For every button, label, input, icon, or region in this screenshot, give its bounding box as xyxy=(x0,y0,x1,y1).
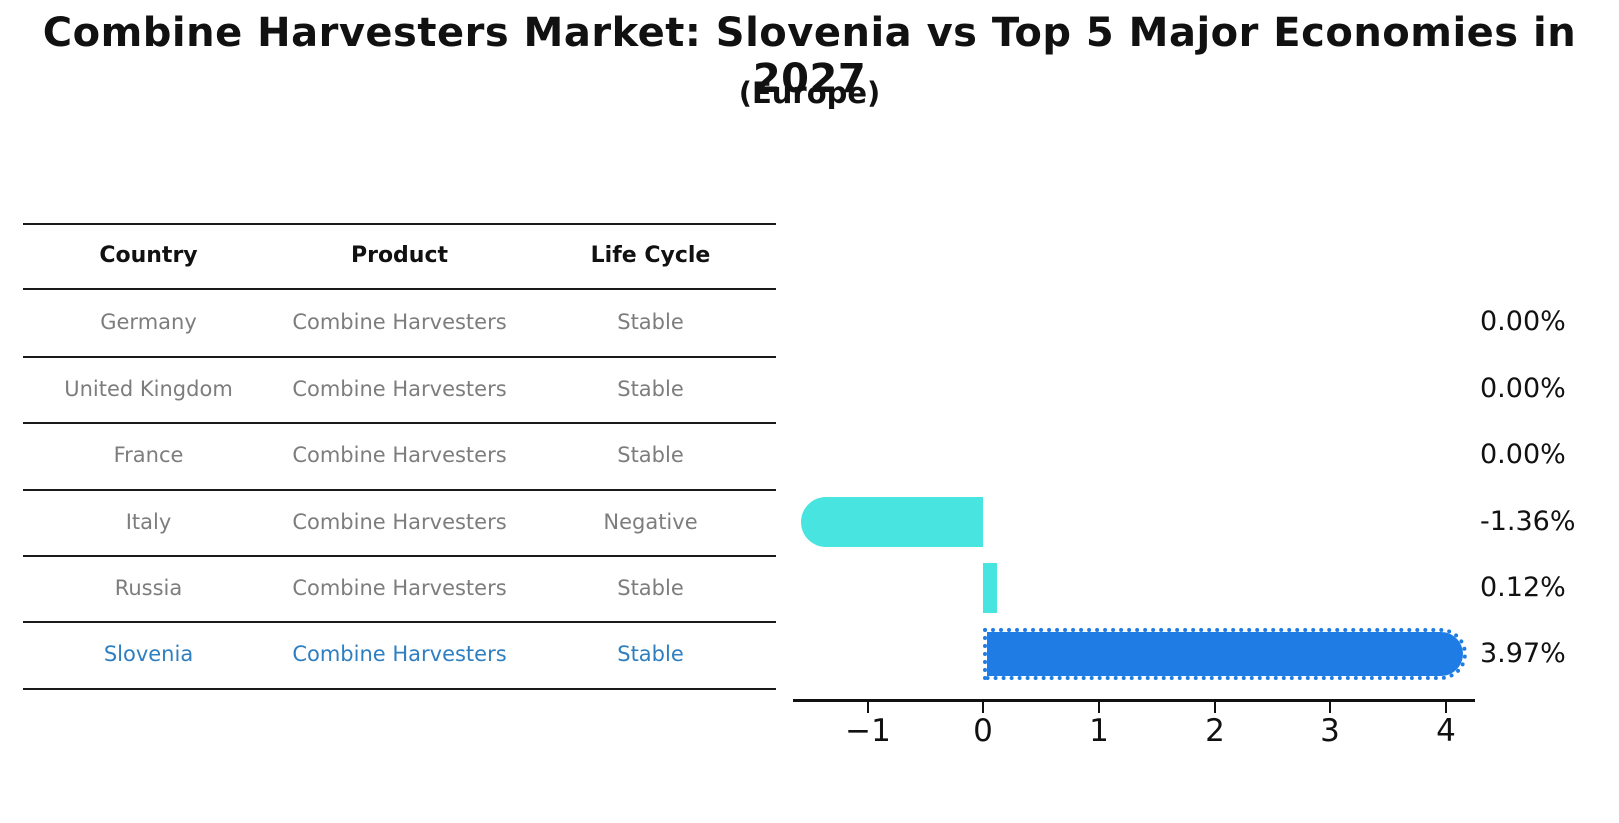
x-tick xyxy=(867,702,869,713)
cell-product: Combine Harvesters xyxy=(292,443,507,467)
x-tick-label: 0 xyxy=(973,713,993,749)
table-row-rule xyxy=(23,489,776,491)
cell-country: France xyxy=(113,443,184,467)
value-label-slovenia: 3.97% xyxy=(1480,638,1566,669)
table-row-united-kingdom: United Kingdom Combine Harvesters Stable xyxy=(23,373,776,405)
x-tick xyxy=(1098,702,1100,713)
column-header-lifecycle: Life Cycle xyxy=(590,243,711,268)
cell-product: Combine Harvesters xyxy=(292,642,507,666)
value-label-france: 0.00% xyxy=(1480,439,1566,470)
table-row-russia: Russia Combine Harvesters Stable xyxy=(23,572,776,604)
cell-product: Combine Harvesters xyxy=(292,510,507,534)
x-tick-label: 3 xyxy=(1320,713,1340,749)
cell-product: Combine Harvesters xyxy=(292,576,507,600)
table-row-slovenia: Slovenia Combine Harvesters Stable xyxy=(23,638,776,670)
bar-russia xyxy=(983,563,997,613)
table-row-rule xyxy=(23,422,776,424)
cell-lifecycle: Stable xyxy=(617,377,684,401)
x-tick xyxy=(982,702,984,713)
column-header-country: Country xyxy=(99,243,198,268)
x-tick xyxy=(1329,702,1331,713)
bar-italy xyxy=(800,497,983,547)
cell-country: Russia xyxy=(114,576,183,600)
table-row-italy: Italy Combine Harvesters Negative xyxy=(23,506,776,538)
x-axis xyxy=(793,699,1475,702)
value-label-italy: -1.36% xyxy=(1480,506,1576,537)
cell-lifecycle: Stable xyxy=(617,642,684,666)
bar-slovenia xyxy=(983,628,1467,680)
table-row-rule xyxy=(23,555,776,557)
x-tick-label: 4 xyxy=(1436,713,1456,749)
chart-subtitle: (Europe) xyxy=(738,76,881,110)
cell-country: United Kingdom xyxy=(64,377,233,401)
x-tick-label: 1 xyxy=(1089,713,1109,749)
cell-country: Italy xyxy=(125,510,172,534)
chart-title: Combine Harvesters Market: Slovenia vs T… xyxy=(42,10,1577,102)
cell-country: Germany xyxy=(100,310,197,334)
table-top-rule xyxy=(23,223,776,225)
x-tick xyxy=(1445,702,1447,713)
cell-lifecycle: Stable xyxy=(617,310,684,334)
cell-lifecycle: Negative xyxy=(603,510,698,534)
x-tick xyxy=(1214,702,1216,713)
table-row-rule xyxy=(23,356,776,358)
cell-lifecycle: Stable xyxy=(617,576,684,600)
table-row-germany: Germany Combine Harvesters Stable xyxy=(23,306,776,338)
cell-lifecycle: Stable xyxy=(617,443,684,467)
value-label-germany: 0.00% xyxy=(1480,306,1566,337)
table-bottom-rule xyxy=(23,688,776,690)
cell-product: Combine Harvesters xyxy=(292,377,507,401)
value-label-united-kingdom: 0.00% xyxy=(1480,373,1566,404)
bar-chart: −1 0 1 2 3 4 xyxy=(776,223,1536,783)
table-header-rule xyxy=(23,288,776,290)
x-tick-label: 2 xyxy=(1205,713,1225,749)
table-row-rule xyxy=(23,621,776,623)
table-header-row: Country Product Life Cycle xyxy=(23,240,776,272)
value-label-russia: 0.12% xyxy=(1480,572,1566,603)
x-tick-label: −1 xyxy=(845,713,891,749)
cell-country: Slovenia xyxy=(103,642,194,666)
table-row-france: France Combine Harvesters Stable xyxy=(23,439,776,471)
column-header-product: Product xyxy=(350,243,449,268)
cell-product: Combine Harvesters xyxy=(292,310,507,334)
